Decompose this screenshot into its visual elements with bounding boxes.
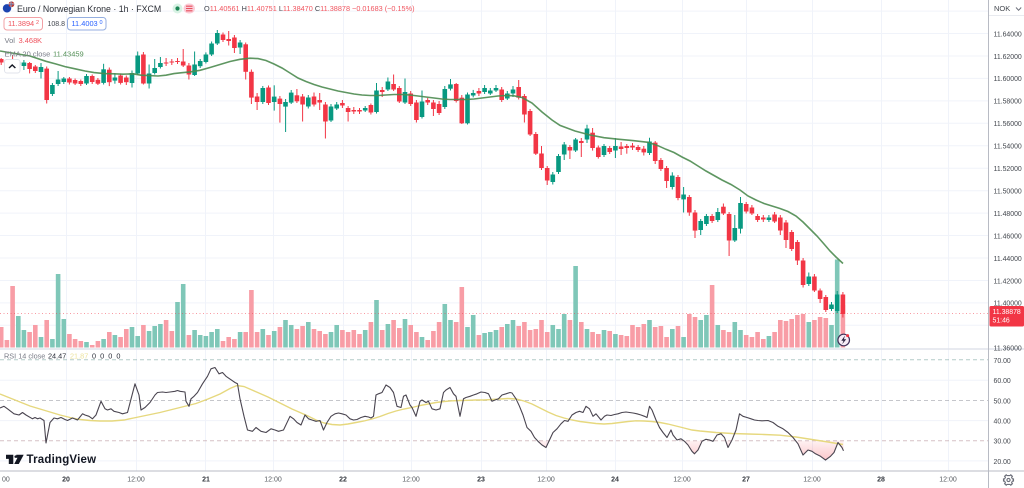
svg-text:2: 2 xyxy=(36,20,39,26)
svg-text:11.54000: 11.54000 xyxy=(994,144,1022,151)
svg-text:22: 22 xyxy=(339,477,347,484)
svg-text:11.38878: 11.38878 xyxy=(993,309,1021,316)
svg-text:40.00: 40.00 xyxy=(994,418,1011,425)
svg-text:11.42000: 11.42000 xyxy=(994,278,1022,285)
svg-text:30.00: 30.00 xyxy=(994,439,1011,446)
svg-text:3.468: 3.468 xyxy=(19,36,38,45)
svg-text:11.56000: 11.56000 xyxy=(994,121,1022,128)
svg-text:EMA 20 close: EMA 20 close xyxy=(5,50,51,59)
svg-text:11.36000: 11.36000 xyxy=(994,346,1022,353)
svg-text:12:00: 12:00 xyxy=(127,477,145,484)
svg-text:11.62000: 11.62000 xyxy=(994,54,1022,61)
svg-text:70.00: 70.00 xyxy=(994,358,1011,365)
svg-text:12:00: 12:00 xyxy=(673,477,691,484)
svg-text:11.40000: 11.40000 xyxy=(994,301,1022,308)
svg-text:20.00: 20.00 xyxy=(994,459,1011,466)
svg-text:TradingView: TradingView xyxy=(27,454,97,466)
svg-text:12:00: 12:00 xyxy=(537,477,555,484)
svg-text:11.44000: 11.44000 xyxy=(994,256,1022,263)
svg-text:0 0 0 0: 0 0 0 0 xyxy=(92,352,120,361)
svg-text:11.43459: 11.43459 xyxy=(53,50,84,59)
svg-text:24.47: 24.47 xyxy=(48,352,66,361)
svg-text:Vol: Vol xyxy=(5,36,16,45)
svg-text:RSI 14 close: RSI 14 close xyxy=(4,352,45,361)
svg-text:K: K xyxy=(37,36,42,45)
svg-text:50.00: 50.00 xyxy=(994,398,1011,405)
svg-text:11.58000: 11.58000 xyxy=(994,99,1022,106)
svg-text:00: 00 xyxy=(2,477,10,484)
svg-text:NOK: NOK xyxy=(994,4,1010,13)
svg-text:11.3894: 11.3894 xyxy=(8,19,34,28)
svg-text:11.60000: 11.60000 xyxy=(994,76,1022,83)
svg-text:28: 28 xyxy=(877,477,885,484)
svg-text:11.64000: 11.64000 xyxy=(994,31,1022,38)
svg-text:12:00: 12:00 xyxy=(803,477,821,484)
svg-text:20: 20 xyxy=(62,477,70,484)
svg-text:Euro / Norwegian Krone · 1h ·: Euro / Norwegian Krone · 1h · FXCM xyxy=(17,4,161,14)
svg-text:11.48000: 11.48000 xyxy=(994,211,1022,218)
svg-text:11.4003: 11.4003 xyxy=(72,19,98,28)
svg-text:0: 0 xyxy=(100,20,103,26)
svg-text:24: 24 xyxy=(611,477,619,484)
svg-text:O11.40561 H11.40751 L11.38470: O11.40561 H11.40751 L11.38470 C11.38878 … xyxy=(204,4,415,13)
svg-text:21.87: 21.87 xyxy=(70,352,88,361)
svg-text:21: 21 xyxy=(202,477,210,484)
svg-text:23: 23 xyxy=(477,477,485,484)
svg-text:108.8: 108.8 xyxy=(48,21,66,28)
svg-text:60.00: 60.00 xyxy=(994,378,1011,385)
svg-text:12:00: 12:00 xyxy=(264,477,282,484)
svg-text:12:00: 12:00 xyxy=(939,477,957,484)
svg-text:11.52000: 11.52000 xyxy=(994,166,1022,173)
svg-text:27: 27 xyxy=(742,477,750,484)
svg-text:51:46: 51:46 xyxy=(993,318,1010,325)
svg-text:12:00: 12:00 xyxy=(402,477,420,484)
svg-text:11.50000: 11.50000 xyxy=(994,189,1022,196)
svg-text:11.46000: 11.46000 xyxy=(994,233,1022,240)
